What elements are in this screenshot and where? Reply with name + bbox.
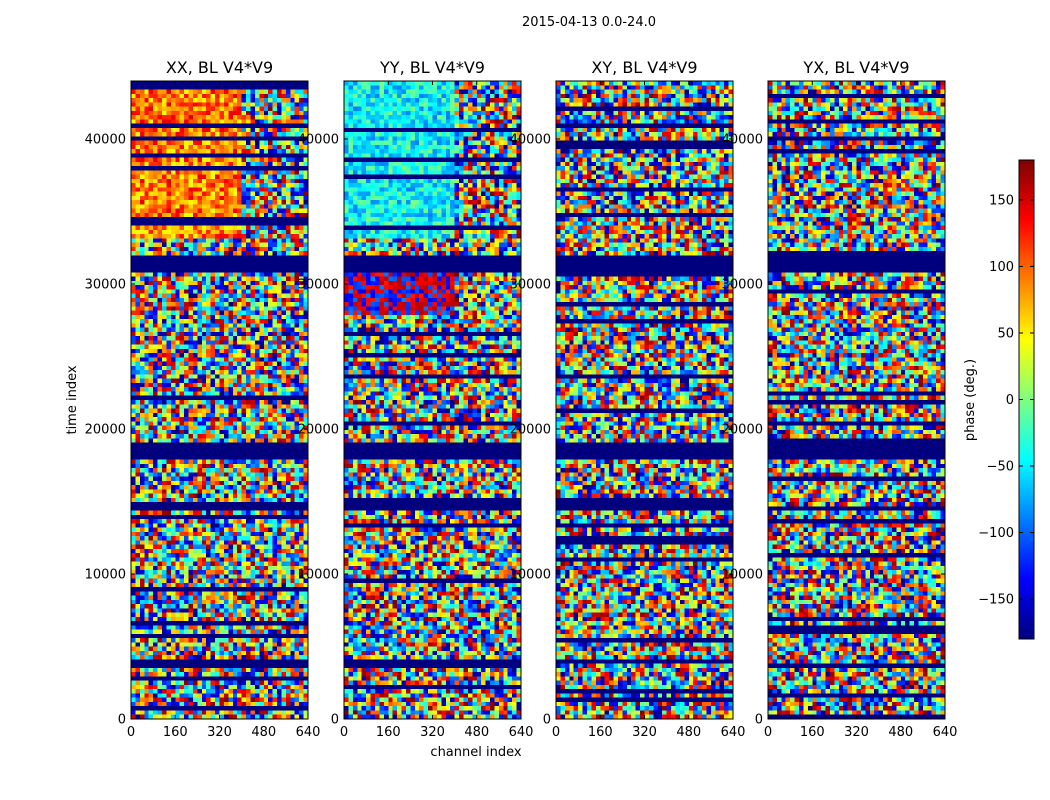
heatmap-image-2 xyxy=(556,81,733,719)
x-tick-label-3-640: 640 xyxy=(933,725,958,740)
y-tick-label-1-40000: 40000 xyxy=(298,133,339,148)
y-tick-label-0-20000: 20000 xyxy=(85,423,126,438)
y-tick-label-2-20000: 20000 xyxy=(510,423,551,438)
colorbar-label: phase (deg.) xyxy=(963,359,978,441)
x-tick-label-2-320: 320 xyxy=(632,725,657,740)
x-tick-label-0-320: 320 xyxy=(207,725,232,740)
heatmap-image-1 xyxy=(344,81,521,719)
y-tick-label-0-40000: 40000 xyxy=(85,133,126,148)
panel-2: XY, BL V4*V9 0 160 320 480 640 0 10000 20000 3000… xyxy=(510,58,746,740)
x-tick-label-0-480: 480 xyxy=(251,725,276,740)
x-tick-label-0-640: 640 xyxy=(296,725,321,740)
y-tick-label-1-30000: 30000 xyxy=(298,278,339,293)
y-tick-label-0-0: 0 xyxy=(118,713,126,728)
x-tick-label-1-320: 320 xyxy=(420,725,445,740)
x-tick-label-2-480: 480 xyxy=(676,725,701,740)
colorbar: −150 −100 −50 0 50 100 150 phase (deg.) xyxy=(963,159,1035,640)
y-tick-label-1-20000: 20000 xyxy=(298,423,339,438)
x-tick-label-3-0: 0 xyxy=(764,725,772,740)
y-tick-label-3-40000: 40000 xyxy=(722,133,763,148)
x-axis-label: channel index xyxy=(430,745,521,760)
colorbar-tick-label-6: 150 xyxy=(989,193,1014,208)
x-tick-label-3-160: 160 xyxy=(800,725,825,740)
heatmap-image-3 xyxy=(768,81,945,719)
x-tick-label-1-0: 0 xyxy=(340,725,348,740)
y-tick-label-3-10000: 10000 xyxy=(722,568,763,583)
panel-title-1: YY, BL V4*V9 xyxy=(379,58,485,77)
panels-group: XX, BL V4*V9 0 160 320 480 640 0 10000 20000 3000… xyxy=(85,58,958,740)
colorbar-tick-label-1: −100 xyxy=(978,526,1014,541)
y-tick-label-0-10000: 10000 xyxy=(85,568,126,583)
y-tick-label-3-30000: 30000 xyxy=(722,278,763,293)
y-tick-label-1-0: 0 xyxy=(331,713,339,728)
y-tick-label-3-20000: 20000 xyxy=(722,423,763,438)
y-tick-label-0-30000: 30000 xyxy=(85,278,126,293)
x-tick-label-1-480: 480 xyxy=(464,725,489,740)
y-tick-label-2-40000: 40000 xyxy=(510,133,551,148)
x-tick-label-1-160: 160 xyxy=(376,725,401,740)
panel-1: YY, BL V4*V9 0 160 320 480 640 0 10000 20000 3000… xyxy=(298,58,534,740)
x-tick-label-0-0: 0 xyxy=(127,725,135,740)
y-tick-label-2-0: 0 xyxy=(543,713,551,728)
y-axis-label: time index xyxy=(65,365,80,434)
x-tick-label-3-320: 320 xyxy=(844,725,869,740)
x-tick-label-2-0: 0 xyxy=(552,725,560,740)
y-tick-label-2-10000: 10000 xyxy=(510,568,551,583)
panel-3: YX, BL V4*V9 0 160 320 480 640 0 10000 20000 3000… xyxy=(722,58,958,740)
colorbar-tick-label-2: −50 xyxy=(987,460,1014,475)
x-tick-label-1-640: 640 xyxy=(509,725,534,740)
y-tick-label-1-10000: 10000 xyxy=(298,568,339,583)
colorbar-tick-label-3: 0 xyxy=(1006,393,1014,408)
panel-0: XX, BL V4*V9 0 160 320 480 640 0 10000 20000 3000… xyxy=(85,58,321,740)
colorbar-tick-label-5: 100 xyxy=(989,260,1014,275)
panel-title-3: YX, BL V4*V9 xyxy=(802,58,909,77)
panel-title-2: XY, BL V4*V9 xyxy=(591,58,697,77)
panel-title-0: XX, BL V4*V9 xyxy=(166,58,273,77)
y-tick-label-2-30000: 30000 xyxy=(510,278,551,293)
colorbar-tick-label-4: 50 xyxy=(997,326,1014,341)
colorbar-tick-label-0: −150 xyxy=(978,593,1014,608)
figure-suptitle: 2015-04-13 0.0-24.0 xyxy=(522,15,656,30)
x-tick-label-3-480: 480 xyxy=(888,725,913,740)
x-tick-label-0-160: 160 xyxy=(163,725,188,740)
heatmap-image-0 xyxy=(131,81,308,719)
x-tick-label-2-640: 640 xyxy=(721,725,746,740)
y-tick-label-3-0: 0 xyxy=(755,713,763,728)
x-tick-label-2-160: 160 xyxy=(588,725,613,740)
